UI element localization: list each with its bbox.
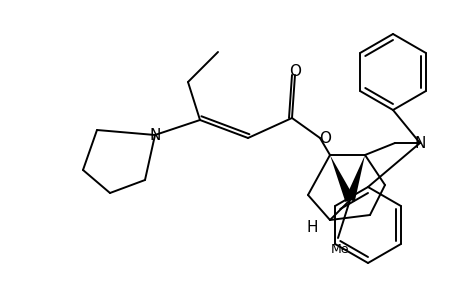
Text: Me: Me: [330, 244, 348, 256]
Text: H: H: [306, 220, 317, 236]
Polygon shape: [345, 155, 364, 202]
Text: O: O: [288, 64, 300, 79]
Text: O: O: [318, 130, 330, 146]
Polygon shape: [329, 155, 354, 202]
Text: N: N: [149, 128, 160, 142]
Text: N: N: [414, 136, 425, 151]
